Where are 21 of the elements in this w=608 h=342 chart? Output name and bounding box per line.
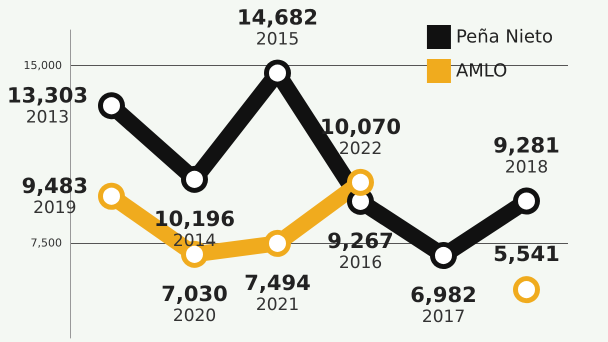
point [181, 166, 208, 193]
point [513, 188, 540, 215]
data-label: 10,070 2022 [320, 114, 402, 159]
point [98, 182, 125, 210]
legend-label: Peña Nieto [456, 26, 554, 48]
point [264, 230, 291, 257]
point [347, 168, 374, 196]
data-label: 5,541 [493, 242, 560, 266]
legend-label: AMLO [456, 60, 508, 82]
point [513, 276, 540, 304]
point [430, 242, 457, 269]
y-tick-label: 15,000 [24, 59, 62, 72]
data-label: 9,281 2018 [493, 134, 560, 178]
data-label: 7,494 2021 [244, 270, 311, 315]
y-tick-label: 7,500 [30, 236, 62, 250]
data-label: 7,030 2020 [161, 282, 228, 326]
data-label: 6,982 2017 [410, 283, 477, 328]
data-label: 9,483 2019 [22, 174, 88, 218]
data-label: 14,682 2015 [236, 6, 318, 50]
data-label: 13,303 2013 [6, 84, 88, 128]
point [98, 92, 125, 120]
